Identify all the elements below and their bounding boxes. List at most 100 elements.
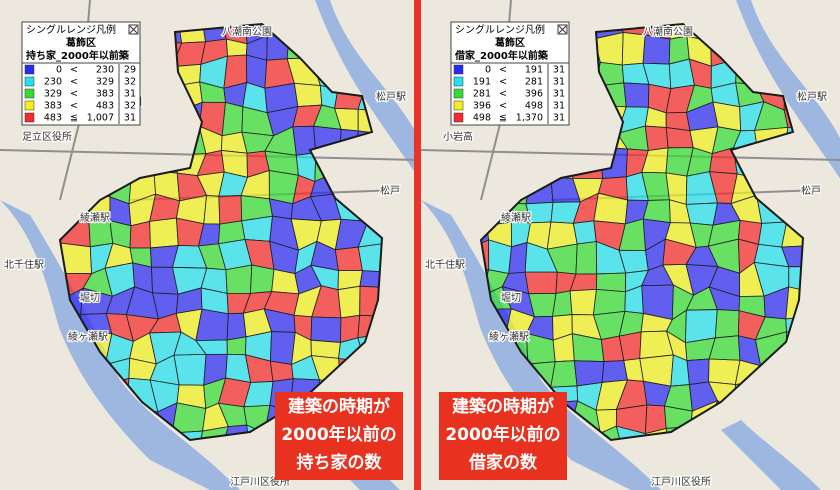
district (596, 272, 627, 293)
district (685, 202, 719, 226)
legend-low: 191 (473, 77, 491, 88)
place-label: 松戸駅 (797, 90, 827, 103)
district (684, 309, 718, 344)
legend-count: 31 (124, 89, 136, 100)
district (171, 402, 207, 434)
legend-count: 31 (124, 113, 136, 124)
district (293, 82, 323, 107)
district (337, 285, 361, 319)
legend-op: < (499, 101, 507, 112)
district (195, 308, 229, 341)
legend-op: < (499, 77, 507, 88)
legend-swatch (24, 64, 35, 75)
map-panel: 八潮南公園公園足立区役所松戸駅松戸綾瀬駅北千住駅堀切綾ヶ瀬駅江戸川区役所シングル… (0, 0, 414, 490)
legend-swatch (24, 76, 35, 87)
caption-line: 2000年以前の (445, 424, 560, 445)
district (226, 312, 247, 341)
place-label: 小岩高 (443, 130, 473, 143)
legend-swatch (24, 88, 35, 99)
caption-line: 建築の時期が (452, 396, 554, 417)
place-label: 綾瀬駅 (80, 211, 110, 224)
caption-box (439, 392, 567, 480)
place-label: 堀切 (80, 292, 100, 304)
district (508, 242, 528, 274)
legend-high: 396 (525, 89, 543, 100)
district (572, 220, 597, 245)
district (334, 246, 363, 272)
legend-high: 383 (96, 89, 114, 100)
legend-low: 0 (485, 65, 491, 76)
place-label: 足立区役所 (22, 130, 72, 143)
legend-close-icon (129, 25, 138, 34)
district (573, 360, 605, 387)
legend-box (21, 21, 141, 126)
legend-op: < (70, 101, 78, 112)
legend-area: 葛飾区 (494, 36, 525, 49)
legend-low: 0 (56, 65, 62, 76)
legend-high: 281 (525, 77, 543, 88)
legend-count: 31 (553, 65, 565, 76)
legend-high: 1,370 (516, 113, 543, 124)
district (524, 271, 558, 295)
legend-close-icon (558, 25, 567, 34)
legend-box (450, 21, 570, 126)
place-label: 松戸駅 (376, 90, 406, 103)
legend-high: 329 (96, 77, 114, 88)
place-label: 綾瀬駅 (501, 211, 531, 224)
river (721, 420, 821, 490)
district (129, 220, 151, 249)
caption-box (275, 392, 403, 480)
district (575, 241, 598, 275)
legend-subtitle: 持ち家_2000年以前築 (26, 49, 130, 62)
caption-line: 借家の数 (468, 452, 538, 473)
district (250, 264, 275, 294)
legend-swatch (453, 64, 464, 75)
district (218, 195, 243, 225)
legend-high: 230 (96, 65, 114, 76)
legend-swatch (24, 100, 35, 111)
legend-low: 329 (44, 89, 62, 100)
legend-count: 29 (124, 65, 136, 76)
place-label: 堀切 (501, 292, 521, 304)
caption-line: 持ち家の数 (297, 452, 383, 473)
legend-op: < (499, 89, 507, 100)
district (665, 127, 694, 149)
legend-low: 281 (473, 89, 491, 100)
place-label: 八潮南公園 (222, 25, 272, 38)
place-label: 北千住駅 (425, 258, 465, 271)
district (199, 426, 229, 440)
district (642, 34, 671, 65)
district (569, 288, 597, 316)
legend-area: 葛飾区 (65, 36, 96, 49)
legend-count: 31 (553, 89, 565, 100)
legend-op: ≦ (70, 113, 78, 124)
legend-op: ≦ (499, 113, 507, 124)
district (269, 331, 296, 365)
legend-high: 498 (525, 101, 543, 112)
district (226, 336, 247, 356)
map-panel: 八潮南公園公園小岩高松戸駅松戸綾瀬駅北千住駅堀切綾ヶ瀬駅江戸川区役所シングルレン… (421, 0, 840, 490)
legend-op: < (70, 77, 78, 88)
legend-title: シングルレンジ凡例 (455, 23, 545, 36)
divider (414, 0, 421, 490)
legend-op: < (70, 89, 78, 100)
district (173, 353, 207, 386)
caption-line: 建築の時期が (288, 396, 390, 417)
ward-boundary (479, 22, 805, 442)
district (592, 288, 626, 316)
district (269, 360, 294, 382)
district (623, 82, 650, 108)
legend-subtitle: 借家_2000年以前築 (454, 49, 549, 62)
legend-swatch (453, 100, 464, 111)
place-label: 綾ヶ瀬駅 (489, 330, 529, 343)
district (203, 194, 221, 225)
place-label: 八潮南公園 (643, 25, 693, 38)
district (686, 358, 710, 386)
place-label: 松戸 (801, 184, 821, 197)
place-label: 綾ヶ瀬駅 (68, 330, 108, 343)
river (736, 0, 840, 179)
legend-count: 32 (124, 101, 136, 112)
